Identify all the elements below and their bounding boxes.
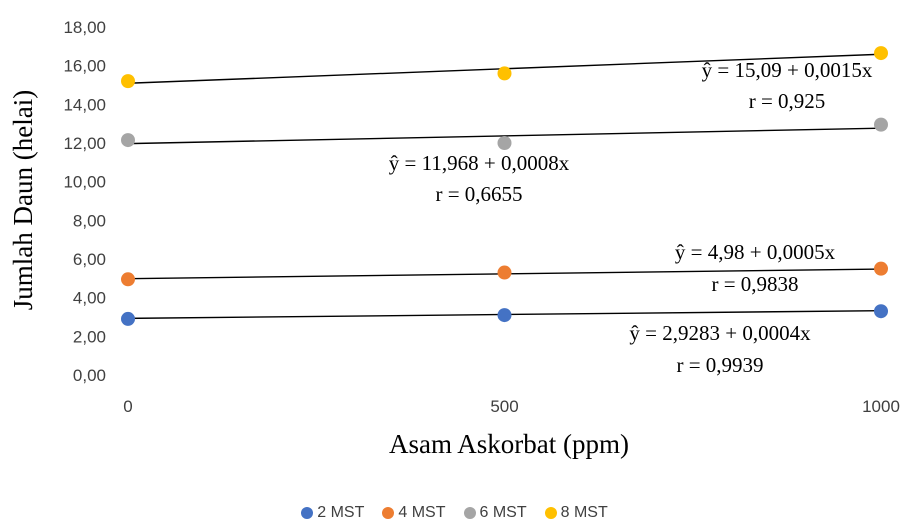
y-axis-ticks: 0,00 2,00 4,00 6,00 8,00 10,00 12,00 14,00 16,00… [63,18,106,385]
legend-item: 4 MST [382,504,446,522]
legend-item: 8 MST [544,504,608,522]
trendline [127,127,882,145]
y-tick-label: 10,00 [63,173,106,192]
data-point [874,46,888,61]
data-point [497,265,512,280]
x-tick-label: 500 [490,397,518,416]
legend-marker [544,507,557,519]
correlation-coefficient: r = 0,925 [749,89,826,113]
regression-equation: ŷ = 15,09 + 0,0015x [702,58,873,82]
data-point [121,133,135,148]
y-tick-label: 4,00 [73,289,106,308]
y-tick-label: 0,00 [73,366,106,385]
data-point [121,311,135,326]
regression-equation: ŷ = 11,968 + 0,0008x [389,151,570,175]
y-tick-label: 16,00 [63,57,106,76]
legend-marker [301,507,314,519]
x-axis-ticks: 0 500 1000 [123,397,900,416]
x-axis-title: Asam Askorbat (ppm) [389,429,629,459]
legend-label: 2 MST [317,504,365,521]
regression-equation: ŷ = 4,98 + 0,0005x [675,240,836,264]
y-tick-label: 8,00 [73,211,106,230]
data-point [497,136,512,150]
regression-equation: ŷ = 2,9283 + 0,0004x [629,321,811,345]
y-axis-title: Jumlah Daun (helai) [8,90,38,310]
correlation-coefficient: r = 0,9939 [676,353,763,377]
data-point [874,261,888,276]
y-tick-label: 12,00 [63,134,106,153]
legend-item: 6 MST [463,504,527,522]
y-tick-label: 14,00 [63,95,106,114]
data-point [874,117,888,132]
y-tick-label: 2,00 [73,327,106,346]
correlation-coefficient: r = 0,6655 [435,182,522,206]
data-points [121,46,888,326]
legend-item: 2 MST [301,504,364,522]
x-tick-label: 0 [123,397,132,416]
legend-label: 8 MST [560,504,608,521]
x-tick-label: 1000 [862,397,900,416]
data-point [497,66,512,81]
correlation-coefficient: r = 0,9838 [711,272,798,296]
legend: 2 MST 4 MST 6 MST 8 MST [0,504,909,522]
legend-marker [382,507,395,519]
legend-marker [463,507,476,519]
data-point [497,308,512,323]
y-tick-label: 6,00 [73,250,106,269]
data-point [121,74,135,89]
data-point [874,304,888,319]
legend-label: 6 MST [479,504,527,521]
regression-annotations: ŷ = 15,09 + 0,0015x r = 0,925 ŷ = 11,968 +… [389,58,873,377]
data-point [121,272,135,287]
legend-label: 4 MST [398,504,446,521]
y-tick-label: 18,00 [63,18,106,37]
